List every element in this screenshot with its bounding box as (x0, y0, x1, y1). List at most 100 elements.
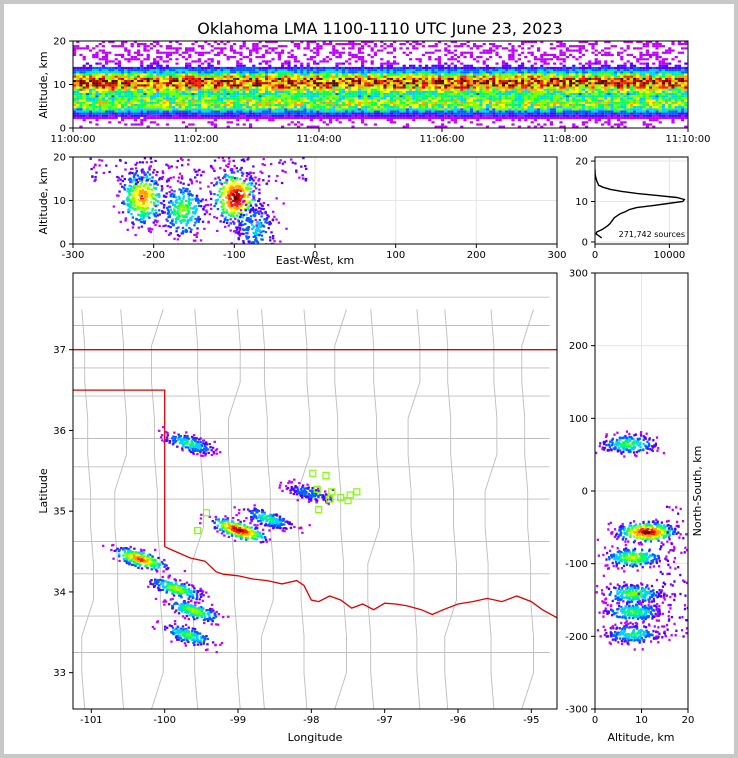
density-cell (223, 66, 227, 70)
density-cell (607, 108, 611, 111)
density-cell (73, 86, 77, 89)
density-cell (463, 69, 467, 72)
density-cell (549, 84, 553, 87)
density-cell (482, 86, 486, 89)
density-cell (127, 114, 131, 117)
density-cell (309, 92, 313, 96)
density-cell (348, 112, 352, 115)
density-cell (130, 45, 134, 48)
density-cell (383, 97, 387, 100)
density-cell (453, 58, 457, 61)
density-cell (265, 41, 269, 43)
density-cell (492, 106, 496, 109)
density-cell (469, 75, 473, 78)
density-cell (156, 69, 160, 72)
density-cell (316, 73, 320, 76)
density-cell (172, 97, 176, 100)
density-cell (165, 90, 169, 93)
density-cell (137, 103, 141, 107)
density-cell (569, 73, 573, 76)
density-cell (175, 116, 179, 120)
density-cell (585, 106, 589, 109)
density-cell (309, 69, 313, 72)
density-cell (463, 90, 467, 93)
density-cell (565, 112, 569, 115)
density-cell (533, 90, 537, 93)
density-cell (597, 110, 601, 113)
density-cell (517, 77, 521, 80)
density-cell (178, 82, 182, 85)
density-cell (434, 88, 438, 91)
density-cell (249, 66, 253, 70)
density-cell (370, 62, 374, 65)
density-cell (469, 88, 473, 91)
density-cell (473, 75, 477, 78)
density-cell (479, 116, 483, 120)
density-cell (447, 75, 451, 78)
density-cell (364, 97, 368, 100)
density-cell (463, 103, 467, 107)
density-cell (101, 55, 105, 59)
density-cell (581, 103, 585, 107)
density-cell (335, 110, 339, 113)
density-cell (178, 53, 182, 57)
density-cell (370, 71, 374, 74)
density-cell (156, 51, 160, 54)
density-cell (146, 103, 150, 107)
density-cell (601, 99, 605, 102)
density-cell (85, 99, 89, 102)
density-cell (130, 75, 134, 78)
density-cell (341, 51, 345, 54)
density-cell (316, 47, 320, 50)
density-cell (546, 92, 550, 96)
density-cell (469, 69, 473, 72)
density-cell (229, 77, 233, 80)
density-cell (428, 88, 432, 91)
density-cell (437, 77, 441, 80)
density-cell (361, 86, 365, 89)
density-cell (498, 114, 502, 117)
density-cell (223, 114, 227, 117)
density-cell (479, 112, 483, 115)
density-cell (255, 45, 259, 48)
density-cell (274, 116, 278, 120)
density-cell (437, 103, 441, 107)
density-cell (175, 73, 179, 76)
density-cell (252, 103, 256, 107)
density-cell (559, 90, 563, 93)
density-cell (249, 114, 253, 117)
density-cell (178, 114, 182, 117)
density-cell (117, 121, 121, 124)
density-cell (213, 47, 217, 50)
density-cell (482, 84, 486, 87)
density-cell (188, 73, 192, 76)
density-cell (345, 110, 349, 113)
density-cell (249, 92, 253, 96)
density-cell (562, 112, 566, 115)
density-cell (303, 108, 307, 111)
density-cell (613, 108, 617, 111)
density-cell (373, 88, 377, 91)
density-cell (533, 108, 537, 111)
density-cell (293, 73, 297, 76)
density-cell (405, 123, 409, 126)
density-cell (578, 47, 582, 50)
density-cell (412, 86, 416, 89)
density-cell (309, 58, 313, 61)
density-cell (495, 90, 499, 93)
density-cell (313, 77, 317, 80)
density-cell (233, 106, 237, 109)
density-cell (524, 41, 528, 43)
density-cell (572, 114, 576, 117)
density-cell (85, 62, 89, 65)
density-cell (460, 125, 464, 128)
density-cell (194, 92, 198, 96)
density-cell (425, 112, 429, 115)
density-cell (357, 69, 361, 72)
density-cell (613, 123, 617, 126)
density-cell (82, 82, 86, 85)
density-cell (559, 95, 563, 98)
density-cell (105, 90, 109, 93)
density-cell (130, 71, 134, 74)
density-cell (185, 112, 189, 115)
